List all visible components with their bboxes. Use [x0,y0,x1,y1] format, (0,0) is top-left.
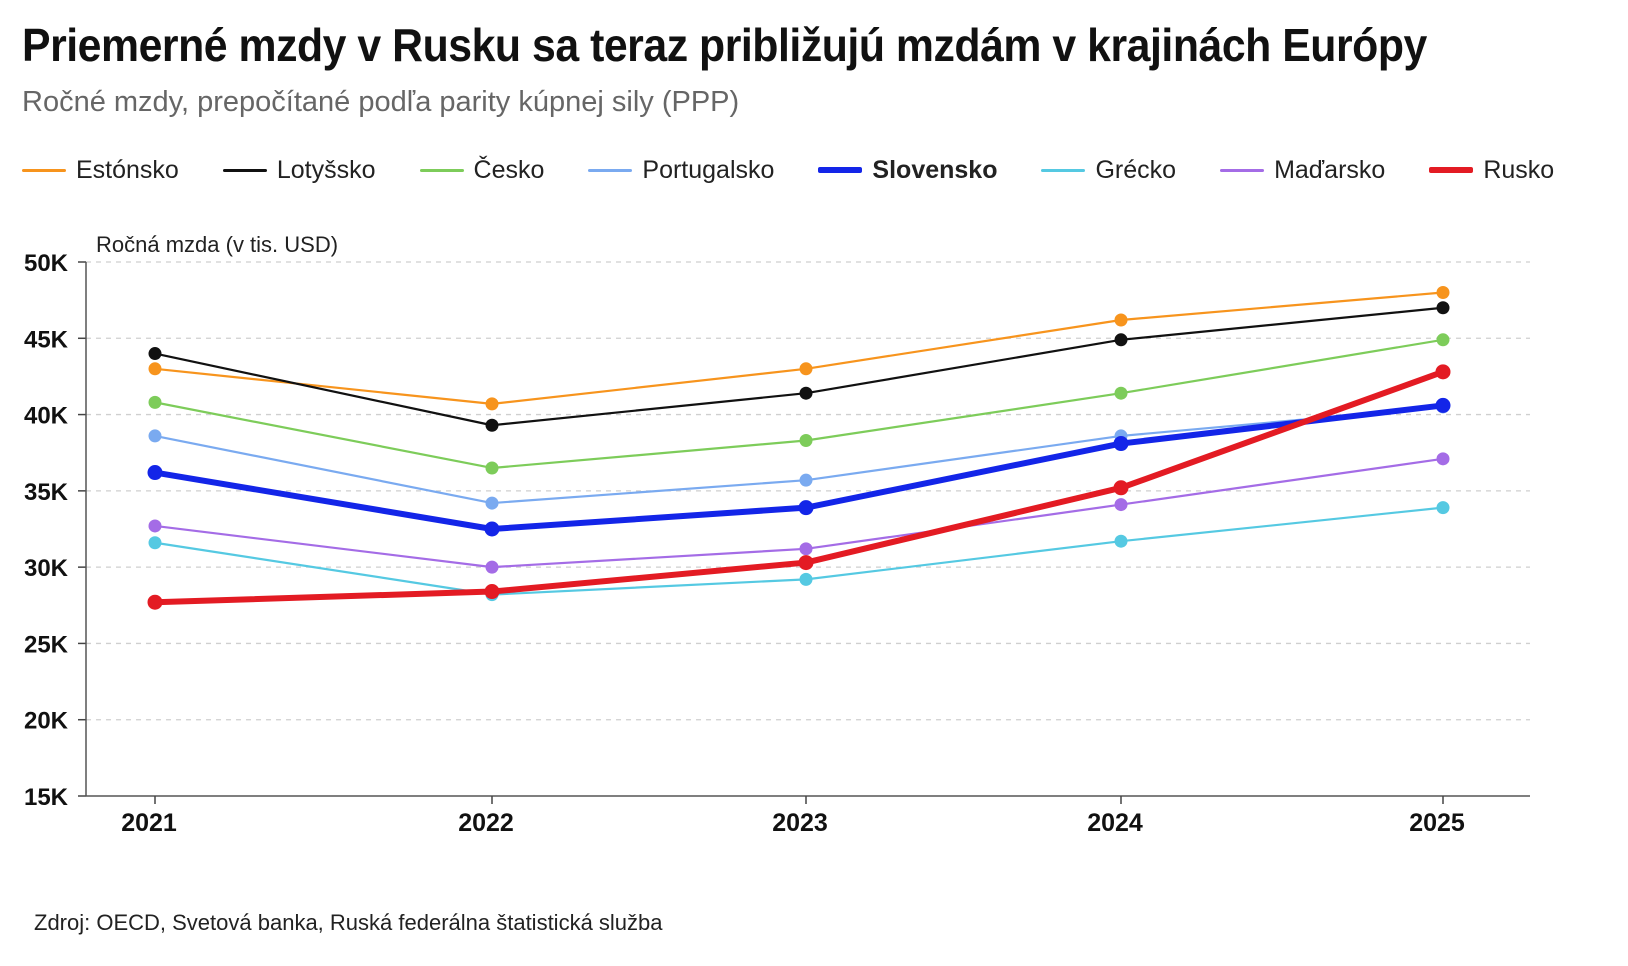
x-tick-label: 2025 [1409,809,1465,837]
legend-swatch [588,168,633,172]
data-point [1435,364,1451,380]
data-point [484,521,500,537]
series-line [153,306,1445,427]
data-point [799,572,813,586]
data-point [799,362,813,376]
data-point [799,473,813,487]
data-point [148,347,162,361]
y-tick-label: 40K [24,403,69,430]
y-axis-label: Ročná mzda (v tis. USD) [96,232,339,257]
series-Rusko [147,364,1451,610]
data-point [1114,333,1128,347]
legend-item: Lotyšsko [222,155,376,185]
legend-item: Estónsko [22,156,179,185]
series-Maďarsko [148,452,1450,574]
data-point [147,594,163,610]
x-tick-label: 2024 [1087,809,1143,837]
y-tick-label: 50K [24,250,69,277]
legend-item: Rusko [1429,156,1554,185]
legend-label: Lotyšsko [276,155,376,184]
legend-swatch [419,168,464,172]
data-point [485,397,499,411]
data-point [148,362,162,376]
data-point [148,519,162,533]
source-note: Zdroj: OECD, Svetová banka, Ruská federá… [34,910,663,935]
legend-swatch [222,168,267,172]
data-point [484,584,500,600]
y-tick-label: 25K [24,631,69,658]
series-Estónsko [148,286,1450,411]
data-point [148,395,162,409]
legend-swatch [1041,168,1086,172]
data-point [1113,436,1129,452]
data-point [798,500,814,516]
legend-label: Maďarsko [1274,155,1386,184]
data-point [485,560,499,574]
chart-subtitle: Ročné mzdy, prepočítané podľa parity kúp… [22,86,740,118]
y-tick-label: 15K [24,784,69,811]
line-chart: 15K 20K 25K 30K 35K 40K 45K 50K 2021 2022 2023 2024… [24,250,1530,837]
series-line [153,338,1445,470]
legend-label: Česko [473,155,545,184]
y-tick-label: 35K [24,479,69,506]
data-point [485,461,499,475]
data-point [1114,313,1128,327]
data-point [1114,386,1128,400]
legend-swatch [1220,168,1265,172]
data-point [799,434,813,448]
series-Slovensko [147,397,1451,537]
y-tick-label: 45K [24,326,69,353]
data-point [1436,333,1450,347]
legend-label: Estónsko [76,155,179,184]
legend: Estónsko Lotyšsko Česko Portugalsko Slovensk… [22,152,1598,188]
data-point [148,429,162,443]
legend-label: Portugalsko [642,155,775,184]
legend-label: Grécko [1095,155,1177,184]
series-line [153,291,1445,405]
data-point [1436,301,1450,315]
legend-item: Portugalsko [588,156,774,185]
data-point [147,465,163,481]
data-point [1435,397,1451,413]
x-tick-label: 2021 [121,809,177,837]
series-line [153,506,1445,596]
data-point [1436,286,1450,300]
data-point [1436,452,1450,466]
data-point [799,542,813,556]
legend-swatch [1429,167,1474,173]
legend-item: Slovensko [818,156,997,185]
series-Česko [148,333,1450,475]
series-Grécko [148,501,1450,602]
legend-item: Grécko [1041,156,1176,185]
series-Portugalsko [148,400,1450,510]
data-point [799,386,813,400]
legend-label: Rusko [1483,155,1555,184]
data-point [148,536,162,550]
legend-swatch [22,168,66,172]
data-point [1114,534,1128,548]
legend-item: Česko [419,155,545,185]
legend-label: Slovensko [872,155,998,184]
data-point [1436,501,1450,515]
legend-item: Maďarsko [1220,156,1385,185]
data-point [1114,498,1128,512]
data-point [485,418,499,432]
series-line [153,405,1445,505]
x-tick-label: 2023 [772,809,828,837]
chart-title: Priemerné mzdy v Rusku sa teraz približu… [22,19,1427,71]
y-tick-label: 30K [24,555,69,582]
data-point [798,555,814,571]
data-point [485,496,499,510]
series-Lotyšsko [148,301,1450,432]
x-tick-label: 2022 [458,809,514,837]
data-point [1113,480,1129,496]
y-tick-label: 20K [24,708,69,735]
legend-swatch [818,167,863,173]
